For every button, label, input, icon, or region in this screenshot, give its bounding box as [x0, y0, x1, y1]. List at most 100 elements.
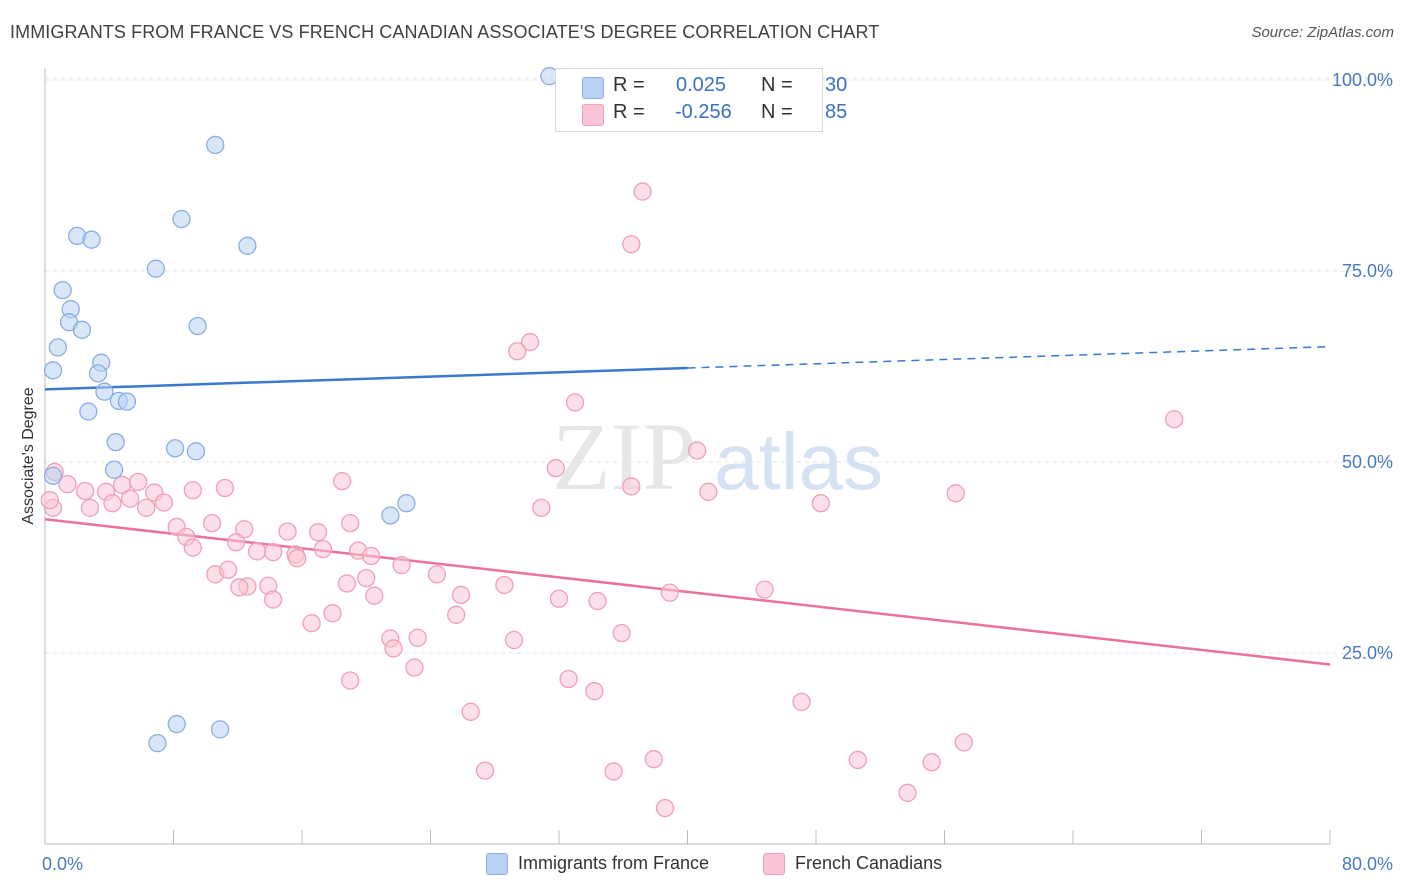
- point-immigrants-from-france: [165, 439, 185, 458]
- point-french-canadians: [202, 513, 222, 533]
- point-french-canadians: [549, 589, 569, 608]
- point-french-canadians: [451, 585, 471, 605]
- point-immigrants-from-france: [106, 432, 125, 452]
- point-immigrants-from-france: [53, 280, 72, 300]
- point-french-canadians: [588, 591, 607, 611]
- point-french-canadians: [341, 671, 360, 690]
- gridlines: [45, 77, 1392, 654]
- point-french-canadians: [313, 539, 333, 559]
- point-french-canadians: [405, 658, 424, 677]
- point-french-canadians: [532, 498, 551, 517]
- point-french-canadians: [447, 605, 466, 624]
- point-french-canadians: [655, 798, 675, 818]
- point-french-canadians: [129, 472, 148, 492]
- point-immigrants-from-france: [104, 460, 124, 479]
- legend-label: French Canadians: [795, 853, 943, 873]
- point-french-canadians: [247, 542, 267, 561]
- point-french-canadians: [308, 523, 328, 542]
- watermark: ZIP atlas: [552, 403, 883, 510]
- point-immigrants-from-france: [117, 392, 137, 411]
- point-immigrants-from-france: [381, 506, 400, 525]
- point-immigrants-from-france: [95, 382, 114, 401]
- point-french-canadians: [475, 761, 495, 780]
- point-french-canadians: [365, 586, 384, 605]
- point-french-canadians: [504, 630, 524, 650]
- point-immigrants-from-france: [397, 494, 416, 513]
- point-french-canadians: [226, 533, 246, 552]
- source-label: Source: ZipAtlas.com: [1251, 24, 1394, 41]
- stats-legend: R = 0.025 N = 30 R = -0.256 N = 85: [555, 68, 847, 132]
- axis-labels: 25.0% 50.0% 75.0% 100.0% 0.0% 80.0% Associate'…: [20, 70, 1393, 874]
- watermark-atlas: atlas: [714, 417, 883, 506]
- point-immigrants-from-france: [238, 236, 257, 255]
- point-french-canadians: [40, 491, 59, 510]
- point-french-canadians: [361, 546, 381, 566]
- point-french-canadians: [183, 481, 202, 500]
- point-french-canadians: [848, 750, 867, 770]
- point-french-canadians: [230, 578, 249, 597]
- legend-n-label: N =: [761, 74, 793, 96]
- y-tick-label: 75.0%: [1342, 261, 1393, 281]
- legend-swatch-pink: [763, 853, 785, 875]
- chart-title: IMMIGRANTS FROM FRANCE VS FRENCH CANADIA…: [10, 22, 880, 42]
- legend-swatch-blue: [486, 853, 508, 875]
- point-french-canadians: [384, 639, 403, 658]
- data-points: [40, 67, 1184, 818]
- point-french-canadians: [278, 522, 297, 541]
- point-french-canadians: [76, 481, 95, 501]
- point-french-canadians: [508, 342, 527, 361]
- point-french-canadians: [263, 590, 283, 609]
- trend-line-extension-immigrants-from-france: [687, 345, 1331, 369]
- point-french-canadians: [235, 520, 254, 539]
- point-french-canadians: [811, 494, 830, 513]
- y-axis-label: Associate's Degree: [20, 387, 37, 524]
- point-french-canadians: [559, 669, 578, 689]
- point-french-canadians: [263, 543, 283, 562]
- point-french-canadians: [687, 441, 707, 460]
- legend-r-label: R =: [613, 74, 645, 96]
- point-immigrants-from-france: [186, 442, 206, 461]
- point-immigrants-from-france: [79, 402, 98, 421]
- legend-r-label: R =: [613, 101, 645, 123]
- point-french-canadians: [565, 393, 585, 412]
- point-french-canadians: [154, 493, 174, 512]
- point-french-canadians: [792, 692, 811, 712]
- point-french-canadians: [288, 549, 307, 568]
- legend-label: Immigrants from France: [518, 853, 710, 873]
- y-tick-label: 100.0%: [1332, 70, 1393, 90]
- point-french-canadians: [461, 702, 480, 721]
- point-french-canadians: [699, 482, 718, 501]
- point-immigrants-from-france: [72, 320, 92, 339]
- point-french-canadians: [302, 614, 321, 633]
- trend-line-immigrants-from-france: [44, 366, 688, 391]
- point-french-canadians: [922, 753, 941, 772]
- point-french-canadians: [427, 565, 447, 584]
- point-french-canadians: [622, 235, 641, 254]
- point-french-canadians: [103, 494, 122, 513]
- legend-swatch-blue: [582, 77, 604, 99]
- point-french-canadians: [495, 575, 514, 595]
- point-french-canadians: [183, 538, 202, 557]
- axes: [44, 68, 1331, 845]
- point-french-canadians: [58, 475, 77, 494]
- point-french-canadians: [546, 458, 565, 478]
- point-french-canadians: [337, 574, 357, 593]
- y-tick-label: 50.0%: [1342, 452, 1393, 472]
- point-french-canadians: [644, 750, 663, 769]
- point-immigrants-from-france: [210, 720, 230, 739]
- legend-n-value: 85: [825, 101, 848, 123]
- point-french-canadians: [333, 471, 352, 491]
- point-french-canadians: [633, 182, 652, 201]
- point-immigrants-from-france: [43, 466, 63, 485]
- point-french-canadians: [323, 604, 342, 623]
- point-french-canadians: [215, 478, 235, 498]
- point-immigrants-from-france: [172, 209, 191, 229]
- point-french-canadians: [520, 332, 540, 352]
- legend-swatch-pink: [582, 104, 604, 126]
- point-french-canadians: [604, 762, 623, 781]
- point-french-canadians: [898, 783, 917, 802]
- point-immigrants-from-france: [146, 259, 165, 278]
- point-immigrants-from-france: [48, 338, 67, 357]
- point-french-canadians: [755, 580, 774, 599]
